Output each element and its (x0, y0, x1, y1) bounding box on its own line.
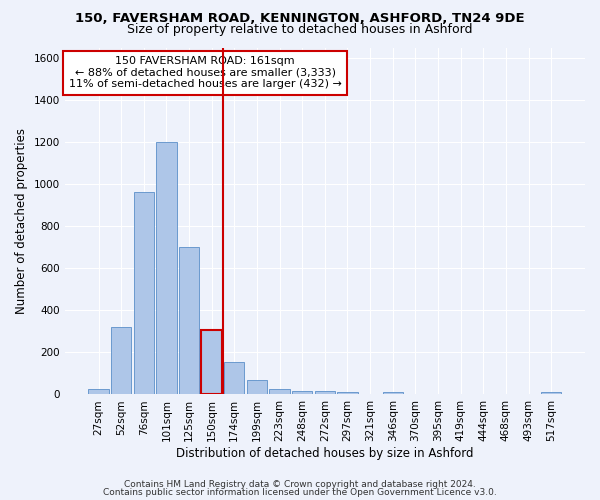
Text: Contains public sector information licensed under the Open Government Licence v3: Contains public sector information licen… (103, 488, 497, 497)
Text: Size of property relative to detached houses in Ashford: Size of property relative to detached ho… (127, 22, 473, 36)
Bar (314, 390, 335, 394)
Bar (156, 142, 176, 395)
Text: 150, FAVERSHAM ROAD, KENNINGTON, ASHFORD, TN24 9DE: 150, FAVERSHAM ROAD, KENNINGTON, ASHFORD… (75, 12, 525, 26)
X-axis label: Distribution of detached houses by size in Ashford: Distribution of detached houses by size … (176, 447, 473, 460)
Bar (111, 327, 131, 394)
Bar (292, 390, 313, 394)
Bar (88, 388, 109, 394)
Bar (247, 380, 267, 394)
Text: Contains HM Land Registry data © Crown copyright and database right 2024.: Contains HM Land Registry data © Crown c… (124, 480, 476, 489)
Bar (134, 192, 154, 394)
Bar (179, 248, 199, 394)
Bar (383, 392, 403, 394)
Bar (224, 362, 244, 394)
Text: 150 FAVERSHAM ROAD: 161sqm
← 88% of detached houses are smaller (3,333)
11% of s: 150 FAVERSHAM ROAD: 161sqm ← 88% of deta… (69, 56, 341, 90)
Y-axis label: Number of detached properties: Number of detached properties (15, 128, 28, 314)
Bar (337, 392, 358, 394)
Bar (202, 330, 222, 394)
Bar (269, 388, 290, 394)
Bar (541, 392, 562, 394)
